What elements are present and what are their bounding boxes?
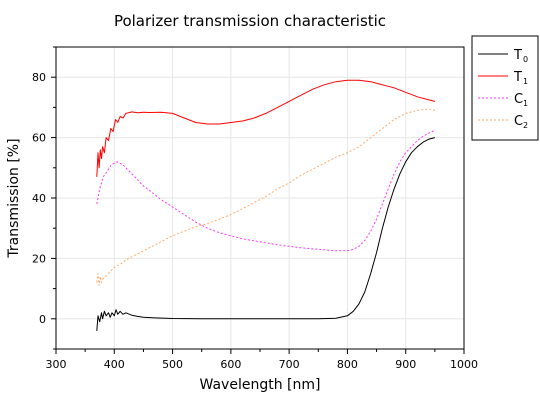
- grid-layer: [55, 47, 465, 349]
- x-tick-label: 1000: [450, 358, 478, 371]
- legend-label-subscript: 2: [523, 121, 528, 130]
- legend-label: C: [514, 92, 523, 107]
- y-tick-label: 40: [32, 192, 46, 205]
- x-tick-label: 700: [279, 358, 300, 371]
- x-tick-label: 300: [46, 358, 67, 371]
- legend-label: C: [514, 114, 523, 129]
- y-tick-label: 60: [32, 132, 46, 145]
- series-line-c2: [96, 108, 436, 287]
- tick-layer: 300 400 500 600 700 800 900 1000 0 20 40 60 80: [32, 46, 478, 371]
- x-tick-label: 400: [104, 358, 125, 371]
- legend-label: T: [513, 70, 522, 85]
- y-axis-label: Transmission [%]: [6, 138, 22, 258]
- series-line-c1: [96, 129, 436, 252]
- x-tick-label: 500: [162, 358, 183, 371]
- y-tick-label: 80: [32, 71, 46, 84]
- y-tick-label: 0: [39, 313, 46, 326]
- series-layer: [96, 79, 436, 331]
- x-axis-label: Wavelength [nm]: [200, 377, 321, 393]
- legend-box: [471, 35, 539, 141]
- y-tick-label: 20: [32, 252, 46, 265]
- legend-label: T: [513, 48, 522, 63]
- legend-label-subscript: 1: [523, 77, 528, 86]
- x-tick-label: 800: [337, 358, 358, 371]
- legend: T 0T 1C 1C 2: [471, 35, 539, 141]
- x-tick-label: 600: [220, 358, 241, 371]
- legend-label-subscript: 1: [523, 99, 528, 108]
- series-line-t0: [96, 137, 436, 331]
- x-tick-label: 900: [395, 358, 416, 371]
- legend-label-subscript: 0: [523, 55, 528, 64]
- series-line-t1: [96, 79, 436, 177]
- chart-title: Polarizer transmission characteristic: [114, 12, 386, 30]
